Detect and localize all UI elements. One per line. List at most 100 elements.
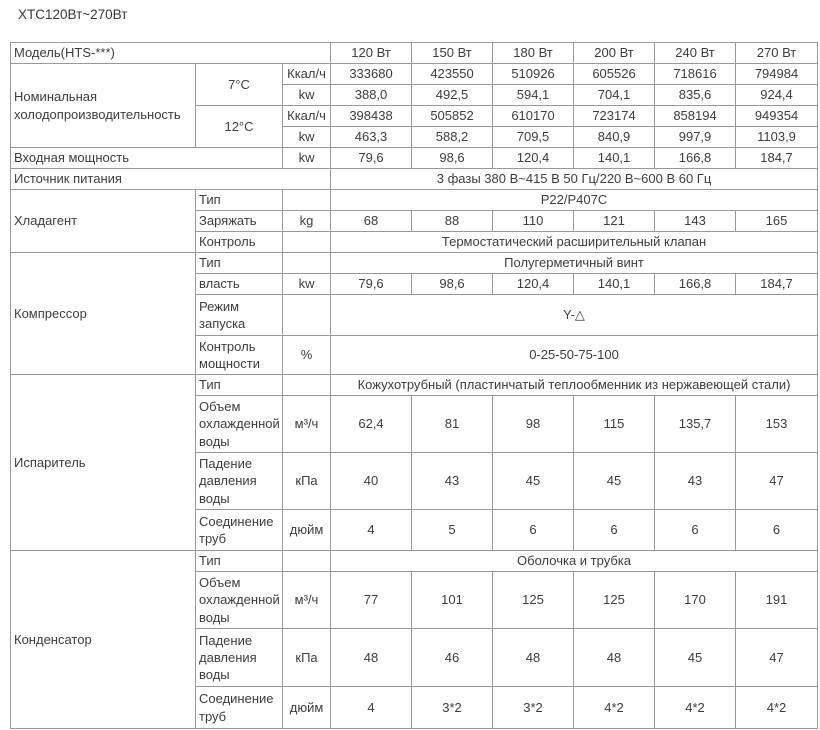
refrigerant-control-value-cell: Термостатический расширительный клапан (330, 231, 819, 253)
value-cell: 398438 (330, 105, 413, 127)
value-cell: 858194 (654, 105, 737, 127)
table-row-evaporator-type: Испаритель Тип Кожухотрубный (пластинчат… (10, 374, 819, 551)
unit-kw-cell: kw (281, 147, 332, 169)
table-row-cooling-kw-7c: kw 388,0 492,5 594,1 704,1 835,6 924,4 (11, 84, 819, 106)
value-cell: 140,1 (573, 273, 656, 295)
value-cell: 48 (330, 628, 413, 687)
unit-kpa-cell: кПа (281, 628, 332, 687)
value-cell: 704,1 (573, 84, 656, 106)
row-label-charge: Заряжать (195, 210, 283, 232)
unit-kcal-cell: Ккал/ч (281, 63, 332, 85)
value-cell: 45 (573, 452, 656, 510)
value-cell: 505852 (411, 105, 494, 127)
model-col-header: 270 Вт (735, 42, 819, 64)
value-cell: 46 (411, 628, 494, 687)
unit-cell-empty (281, 374, 332, 396)
unit-inch-cell: дюйм (281, 686, 332, 729)
value-cell: 997,9 (654, 126, 737, 148)
value-cell: 120,4 (492, 147, 575, 169)
value-cell: 4 (330, 509, 413, 551)
model-col-header: 180 Вт (492, 42, 575, 64)
row-label-control: Контроль (195, 231, 283, 253)
value-cell: 68 (330, 210, 413, 232)
value-cell: 140,1 (573, 147, 656, 169)
table-row-refrigerant-control: Контроль Термостатический расширительный… (11, 231, 819, 253)
value-cell: 709,5 (492, 126, 575, 148)
table-row-cooling-kcal-12c: 12°C Ккал/ч 398438 505852 610170 723174 … (11, 105, 819, 148)
row-label-power: власть (195, 273, 283, 295)
row-label-pipe-connection: Соединение труб (195, 686, 283, 729)
unit-cell-empty (281, 189, 332, 211)
table-row-evaporator-pipe-connection: Соединение труб дюйм 4 5 6 6 6 6 (11, 509, 819, 551)
value-cell: 184,7 (735, 273, 819, 295)
compressor-capacity-value-cell: 0-25-50-75-100 (330, 335, 819, 375)
section-label-refrigerant: Хладагент (10, 189, 196, 253)
row-label-type: Тип (195, 189, 283, 211)
value-cell: 492,5 (411, 84, 494, 106)
value-cell: 43 (411, 452, 494, 510)
model-header-cell: Модель(HTS-***) (9, 42, 332, 64)
row-label-type: Тип (195, 252, 283, 274)
value-cell: 125 (492, 571, 575, 629)
spec-table: Модель(HTS-***) 120 Вт 150 Вт 180 Вт 200… (9, 42, 819, 729)
unit-kw-cell: kw (281, 126, 332, 148)
row-label-type: Тип (195, 374, 283, 396)
unit-kcal-cell: Ккал/ч (281, 105, 332, 127)
value-cell: 115 (573, 395, 656, 453)
value-cell: 949354 (735, 105, 819, 127)
value-cell: 4*2 (735, 686, 819, 729)
value-cell: 125 (573, 571, 656, 629)
model-col-header: 200 Вт (573, 42, 656, 64)
model-col-header: 120 Вт (330, 42, 413, 64)
value-cell: 718616 (654, 63, 737, 85)
value-cell: 110 (492, 210, 575, 232)
unit-kpa-cell: кПа (281, 452, 332, 510)
value-cell: 166,8 (654, 147, 737, 169)
table-row-compressor-capacity-control: Контроль мощности % 0-25-50-75-100 (11, 335, 819, 375)
section-label-condenser: Конденсатор (10, 550, 196, 729)
value-cell: 610170 (492, 105, 575, 127)
table-row-cooling-kcal-7c: Номинальная холодопроизводительность 7°C… (10, 63, 819, 148)
value-cell: 121 (573, 210, 656, 232)
model-col-header: 150 Вт (411, 42, 494, 64)
value-cell: 47 (735, 628, 819, 687)
value-cell: 6 (654, 509, 737, 551)
value-cell: 605526 (573, 63, 656, 85)
value-cell: 6 (735, 509, 819, 551)
value-cell: 333680 (330, 63, 413, 85)
value-cell: 794984 (735, 63, 819, 85)
compressor-type-value-cell: Полугерметичный винт (330, 252, 819, 274)
value-cell: 77 (330, 571, 413, 629)
value-cell: 191 (735, 571, 819, 629)
value-cell: 98,6 (411, 273, 494, 295)
value-cell: 47 (735, 452, 819, 510)
value-cell: 166,8 (654, 273, 737, 295)
evaporator-type-value-cell: Кожухотрубный (пластинчатый теплообменни… (330, 374, 819, 396)
unit-cell-empty (281, 252, 332, 274)
section-label-power-source: Источник питания (9, 168, 332, 190)
row-label-start-mode: Режим запуска (195, 294, 283, 336)
model-col-header: 240 Вт (654, 42, 737, 64)
value-cell: 3*2 (492, 686, 575, 729)
condenser-type-value-cell: Оболочка и трубка (330, 550, 819, 572)
value-cell: 594,1 (492, 84, 575, 106)
value-cell: 510926 (492, 63, 575, 85)
value-cell: 101 (411, 571, 494, 629)
value-cell: 170 (654, 571, 737, 629)
unit-cell-empty (281, 231, 332, 253)
unit-kw-cell: kw (281, 273, 332, 295)
value-cell: 6 (492, 509, 575, 551)
table-row-compressor-start-mode: Режим запуска Y-△ (11, 294, 819, 336)
section-label-compressor: Компрессор (10, 252, 196, 375)
unit-kg-cell: kg (281, 210, 332, 232)
refrigerant-type-value-cell: P22/P407C (330, 189, 819, 211)
compressor-start-value-cell: Y-△ (330, 294, 819, 336)
value-cell: 45 (492, 452, 575, 510)
value-cell: 840,9 (573, 126, 656, 148)
value-cell: 153 (735, 395, 819, 453)
table-row-input-power: Входная мощность kw 79,6 98,6 120,4 140,… (10, 147, 819, 169)
value-cell: 4 (330, 686, 413, 729)
value-cell: 48 (492, 628, 575, 687)
value-cell: 6 (573, 509, 656, 551)
value-cell: 165 (735, 210, 819, 232)
